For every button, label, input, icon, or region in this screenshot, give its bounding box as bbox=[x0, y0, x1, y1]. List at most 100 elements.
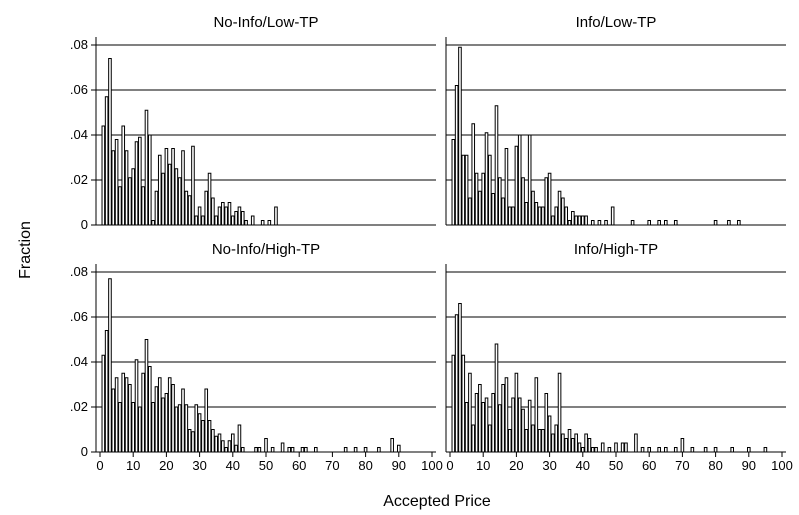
bar bbox=[134, 359, 139, 453]
bar bbox=[131, 402, 135, 453]
x-tick-label: 40 bbox=[226, 458, 240, 473]
bar bbox=[148, 134, 152, 226]
bar bbox=[561, 433, 565, 453]
bar bbox=[468, 372, 472, 453]
bar bbox=[647, 447, 652, 453]
bar bbox=[161, 397, 165, 453]
bar bbox=[217, 206, 222, 226]
x-tick-label: 60 bbox=[292, 458, 306, 473]
bar bbox=[128, 177, 132, 226]
bar bbox=[187, 195, 192, 226]
bar bbox=[571, 211, 575, 226]
bar bbox=[353, 447, 358, 453]
bar bbox=[161, 172, 165, 226]
bar bbox=[171, 148, 175, 226]
bar bbox=[514, 145, 519, 226]
x-tick-label: 60 bbox=[642, 458, 656, 473]
bar bbox=[114, 139, 119, 226]
bar bbox=[254, 447, 258, 453]
bar bbox=[363, 447, 368, 453]
bar bbox=[111, 150, 116, 226]
bar bbox=[237, 206, 242, 226]
bar bbox=[207, 420, 212, 453]
bar bbox=[544, 393, 549, 453]
y-tick-label: .04 bbox=[70, 127, 88, 142]
bar bbox=[270, 447, 275, 453]
bar bbox=[557, 372, 562, 453]
panel-title: No-Info/Low-TP bbox=[213, 14, 318, 31]
y-tick-label: .02 bbox=[70, 399, 88, 414]
y-tick-label: 0 bbox=[81, 444, 88, 459]
bar bbox=[501, 197, 505, 226]
bar bbox=[181, 150, 185, 226]
bar bbox=[600, 442, 605, 453]
bar bbox=[264, 438, 268, 453]
bar bbox=[511, 206, 515, 226]
y-axis-title: Fraction bbox=[17, 221, 34, 279]
bar bbox=[657, 447, 661, 453]
x-tick-label: 70 bbox=[675, 458, 689, 473]
bar bbox=[713, 447, 718, 453]
x-tick-label: 0 bbox=[446, 458, 453, 473]
y-tick-label: .04 bbox=[70, 354, 88, 369]
bar bbox=[151, 220, 155, 226]
bar bbox=[581, 447, 585, 453]
bar bbox=[141, 372, 145, 453]
bar bbox=[174, 406, 179, 453]
bar bbox=[181, 388, 185, 453]
bar bbox=[584, 215, 588, 226]
x-tick-label: 90 bbox=[742, 458, 756, 473]
bar bbox=[167, 377, 172, 453]
bar bbox=[680, 438, 685, 453]
bar bbox=[590, 220, 595, 226]
bar bbox=[148, 366, 152, 453]
bar bbox=[287, 447, 292, 453]
bar bbox=[397, 444, 401, 453]
bar bbox=[494, 105, 499, 226]
bar bbox=[204, 388, 209, 453]
bar bbox=[240, 447, 245, 453]
bar bbox=[647, 220, 652, 226]
bar bbox=[157, 377, 162, 453]
bar bbox=[300, 447, 305, 453]
bar bbox=[481, 172, 485, 226]
bar bbox=[151, 402, 155, 453]
bar bbox=[231, 433, 235, 453]
bar bbox=[763, 447, 768, 453]
bar bbox=[211, 429, 215, 453]
bar bbox=[577, 215, 582, 226]
chart-panels: 0 .02 .04 .06 .08 No-Info/Low-TP Info/Low-TP 0.… bbox=[70, 14, 793, 473]
bar bbox=[464, 154, 469, 226]
bar bbox=[468, 197, 472, 226]
y-tick-label: .06 bbox=[70, 82, 88, 97]
bar bbox=[108, 58, 112, 226]
bar bbox=[524, 202, 529, 226]
bar bbox=[673, 447, 678, 453]
x-tick-label: 20 bbox=[159, 458, 173, 473]
bar bbox=[267, 220, 272, 226]
bar bbox=[191, 431, 195, 453]
bar bbox=[551, 215, 555, 226]
x-tick-label: 30 bbox=[192, 458, 206, 473]
bar bbox=[257, 447, 262, 453]
bar bbox=[290, 447, 295, 453]
bar bbox=[197, 413, 202, 453]
panel-title: Info/High-TP bbox=[574, 241, 658, 258]
panel-title: No-Info/High-TP bbox=[212, 241, 320, 258]
bar bbox=[221, 440, 225, 453]
bar bbox=[527, 399, 532, 453]
bar bbox=[184, 190, 189, 226]
bar bbox=[531, 190, 535, 226]
bar bbox=[164, 393, 169, 453]
bar bbox=[713, 220, 718, 226]
bar bbox=[630, 220, 635, 226]
bar bbox=[194, 215, 199, 226]
y-tick-label: 0 bbox=[81, 217, 88, 232]
bar bbox=[501, 384, 505, 453]
bar bbox=[517, 134, 522, 226]
x-tick-label: 90 bbox=[392, 458, 406, 473]
bar bbox=[610, 206, 615, 226]
x-tick-label: 100 bbox=[421, 458, 443, 473]
x-tick-label: 30 bbox=[542, 458, 556, 473]
bar bbox=[604, 220, 608, 226]
